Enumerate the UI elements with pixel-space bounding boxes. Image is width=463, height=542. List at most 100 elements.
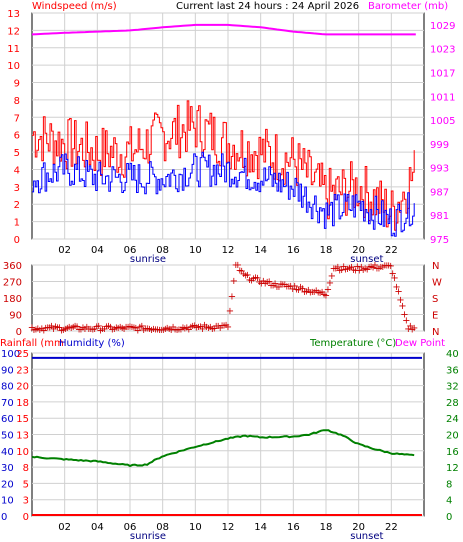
direction-point: +: [394, 286, 402, 297]
rain-y-tick-label: 13: [16, 431, 29, 442]
direction-point: +: [351, 265, 359, 276]
direction-y-tick-label: 270: [3, 278, 22, 289]
wind-y-tick-label: 0: [14, 235, 20, 246]
direction-point: +: [326, 278, 334, 289]
direction-point: +: [392, 282, 400, 293]
direction-point: +: [263, 277, 271, 288]
direction-point: +: [273, 282, 281, 293]
direction-point: +: [102, 322, 110, 333]
rainfall-title: Rainfall (mm: [0, 338, 64, 349]
direction-point: +: [298, 283, 306, 294]
direction-point: +: [310, 287, 318, 298]
humidity-y-tick-label: 0: [1, 512, 7, 523]
direction-point: +: [355, 266, 363, 277]
direction-point: +: [134, 325, 142, 336]
direction-point: +: [47, 321, 55, 332]
direction-point: +: [145, 324, 153, 335]
direction-point: +: [287, 281, 295, 292]
direction-point: +: [373, 263, 381, 274]
direction-point: +: [249, 273, 257, 284]
direction-point: +: [232, 260, 240, 271]
direction-point: +: [243, 270, 251, 281]
direction-point: +: [100, 324, 108, 335]
direction-point: +: [30, 325, 38, 336]
direction-point: +: [114, 323, 122, 334]
direction-point: +: [402, 316, 410, 327]
direction-point: +: [381, 260, 389, 271]
direction-point: +: [138, 321, 146, 332]
direction-point: +: [359, 265, 367, 276]
direction-point: +: [314, 287, 322, 298]
direction-point: +: [336, 265, 344, 276]
wind-x-tick-label: 04: [91, 245, 104, 256]
direction-point: +: [175, 324, 183, 335]
humidity-y-tick-label: 20: [1, 479, 14, 490]
direction-point: +: [51, 321, 59, 332]
direction-point: +: [361, 263, 369, 274]
direction-point: +: [179, 322, 187, 333]
direction-point: +: [302, 286, 310, 297]
wind-sunrise-label: sunrise: [130, 254, 166, 265]
barometer-y-tick-label: 999: [430, 140, 449, 151]
direction-point: +: [94, 321, 102, 332]
temperature-y-tick-label: 28: [446, 398, 459, 409]
direction-point: +: [116, 322, 124, 333]
direction-point: +: [294, 285, 302, 296]
direction-point: +: [345, 263, 353, 274]
direction-point: +: [75, 324, 83, 335]
temperature-y-tick-label: 8: [446, 479, 452, 490]
direction-y-tick-label: 180: [3, 294, 22, 305]
direction-point: +: [365, 262, 373, 273]
rain-y-tick-label: 10: [16, 447, 29, 458]
direction-point: +: [189, 321, 197, 332]
direction-point: +: [83, 322, 91, 333]
humidity-y-tick-label: 70: [1, 398, 14, 409]
direction-point: +: [404, 324, 412, 335]
direction-point: +: [63, 323, 71, 334]
dewpoint-title: Dew Point: [395, 338, 445, 349]
wind-x-tick-label: 08: [156, 245, 169, 256]
temperature-y-tick-label: 20: [446, 431, 459, 442]
direction-point: +: [181, 323, 189, 334]
direction-point: +: [339, 262, 347, 273]
direction-point: +: [396, 295, 404, 306]
direction-point: +: [332, 263, 340, 274]
direction-point: +: [112, 322, 120, 333]
humidity-title: Humidity (%): [59, 338, 125, 349]
direction-point: +: [216, 323, 224, 334]
direction-point: +: [67, 323, 75, 334]
direction-point: +: [353, 262, 361, 273]
direction-point: +: [281, 280, 289, 291]
direction-point: +: [279, 279, 287, 290]
lower-x-tick-label: 20: [352, 522, 365, 533]
direction-point: +: [383, 261, 391, 272]
direction-point: +: [406, 321, 414, 332]
wind-y-tick-label: 13: [7, 9, 20, 20]
direction-point: +: [271, 278, 279, 289]
wind-y-tick-label: 9: [14, 79, 20, 90]
direction-point: +: [136, 322, 144, 333]
wind-y-tick-label: 12: [7, 26, 20, 37]
direction-point: +: [110, 324, 118, 335]
barometer-title: Barometer (mb): [368, 1, 448, 12]
barometer-y-tick-label: 1005: [430, 116, 455, 127]
rain-y-tick-label: 18: [16, 398, 29, 409]
direction-point: +: [328, 271, 336, 282]
direction-point: +: [140, 325, 148, 336]
current-date-title: Current last 24 hours : 24 April 2026: [176, 1, 359, 12]
direction-point: +: [73, 321, 81, 332]
direction-point: +: [212, 321, 220, 332]
direction-point: +: [218, 320, 226, 331]
direction-point: +: [320, 290, 328, 301]
direction-point: +: [236, 265, 244, 276]
direction-point: +: [316, 288, 324, 299]
direction-point: +: [106, 322, 114, 333]
direction-point: +: [177, 325, 185, 336]
direction-point: +: [206, 322, 214, 333]
lower-x-tick-label: 04: [91, 522, 104, 533]
direction-point: +: [343, 264, 351, 275]
direction-point: +: [190, 320, 198, 331]
direction-point: +: [69, 322, 77, 333]
direction-point: +: [371, 260, 379, 271]
humidity-y-tick-label: 80: [1, 382, 14, 393]
